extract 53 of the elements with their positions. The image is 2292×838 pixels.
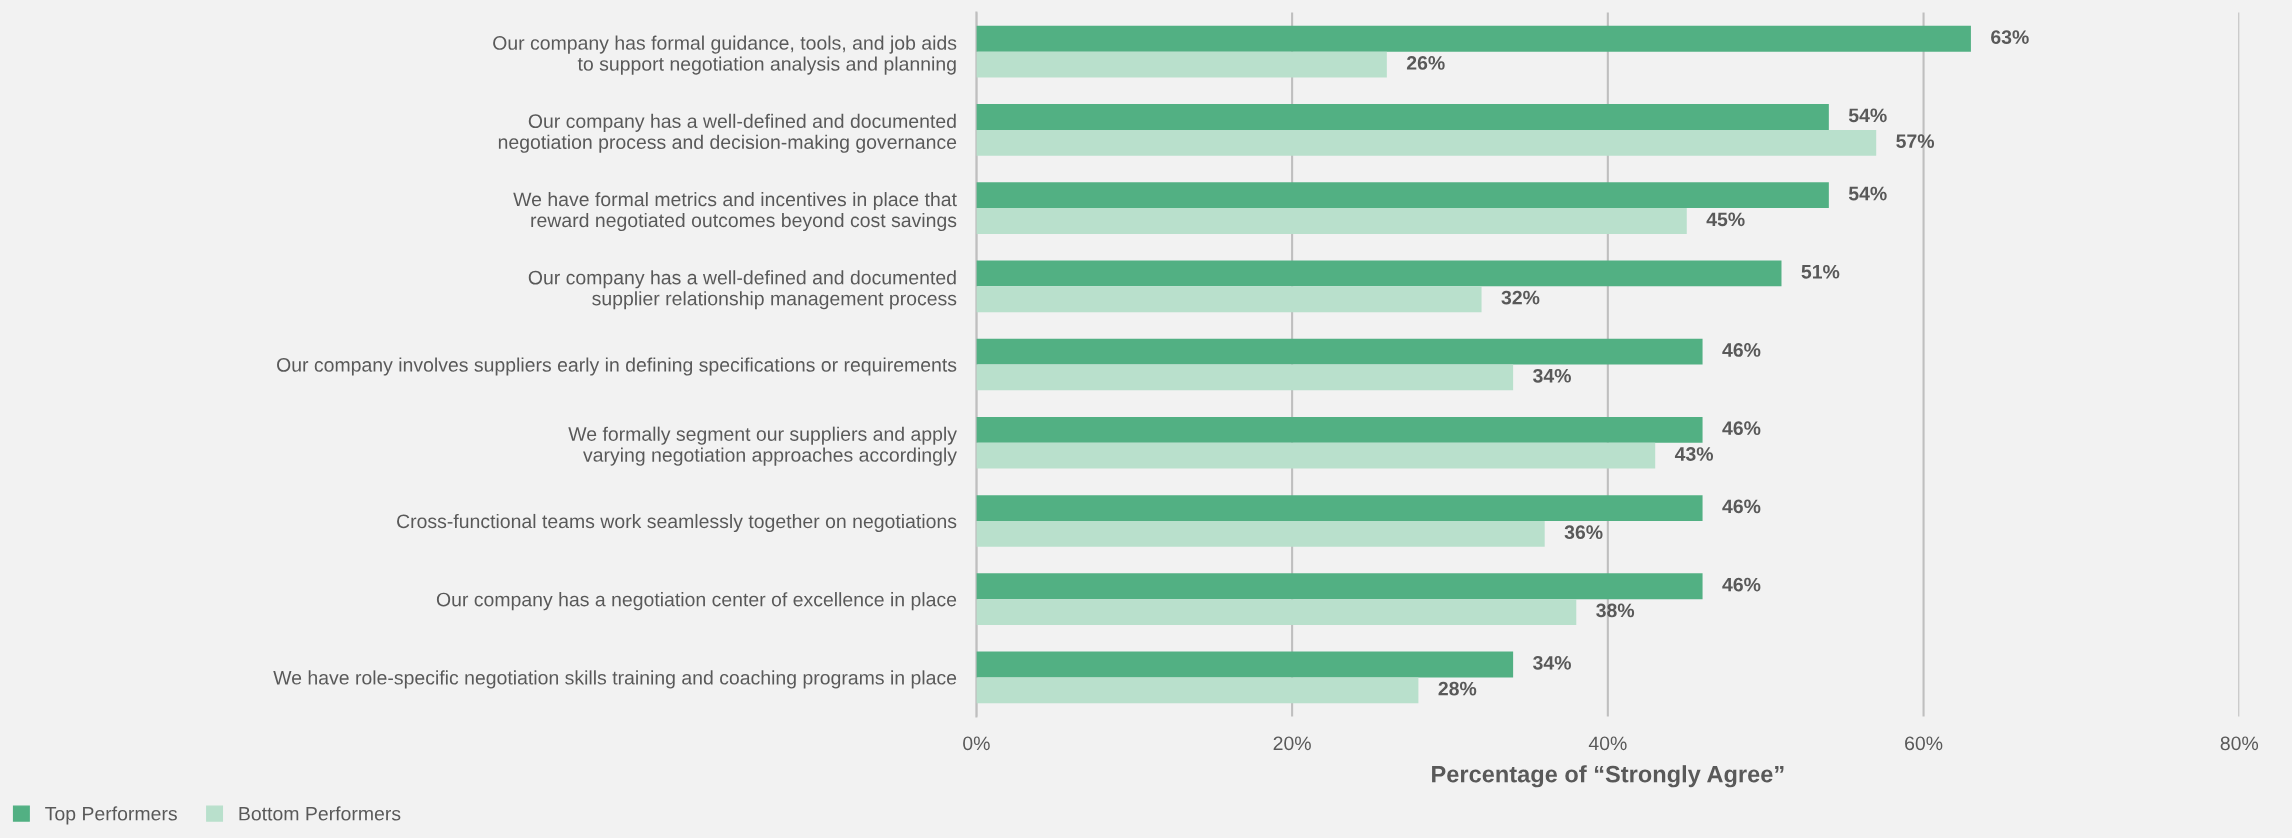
data-label: 57% [1896, 134, 1935, 149]
x-tick-label: 60% [1905, 736, 1943, 751]
bar [976, 573, 1703, 600]
bar [976, 442, 1656, 469]
bar [976, 129, 1877, 156]
y-tick-label: We formally segment our suppliers and apply varying negotiation approaches accordingly [568, 426, 957, 466]
data-label: 43% [1674, 447, 1714, 461]
data-label: 63% [1991, 30, 2029, 45]
legend-label: Bottom Performers [239, 806, 401, 821]
data-label: 54% [1848, 186, 1887, 201]
y-tick-label: Our company has a well-defined and documented negotiation process and decision-making governance [498, 113, 957, 153]
data-label: 46% [1722, 421, 1761, 436]
data-label: 38% [1596, 603, 1635, 618]
data-label: 34% [1533, 655, 1571, 670]
bar [976, 51, 1387, 78]
data-label: 36% [1564, 525, 1603, 540]
x-tick-label: 20% [1273, 736, 1311, 751]
x-tick-label: 80% [2220, 736, 2259, 751]
bar [976, 651, 1514, 678]
bar [976, 495, 1703, 521]
x-tick-label: 40% [1588, 736, 1627, 751]
bar [976, 364, 1514, 391]
data-label: 34% [1533, 368, 1571, 383]
y-tick-label: We have role-specific negotiation skills training and coaching programs in place [273, 670, 957, 689]
y-tick-label: We have formal metrics and incentives in place that reward negotiated outcomes beyond cost savings [513, 191, 957, 232]
bar [976, 104, 1829, 130]
data-label: 46% [1722, 499, 1761, 514]
bar [976, 416, 1703, 443]
y-tick-label: Our company involves suppliers early in defining specifications or requirements [277, 357, 957, 376]
bar [976, 677, 1419, 704]
data-label: 46% [1722, 577, 1761, 592]
bar [976, 286, 1482, 313]
x-axis-title: Percentage of “Strongly Agree” [1432, 765, 1784, 788]
bar [976, 25, 1971, 52]
data-label: 26% [1406, 56, 1445, 70]
y-tick-label: Our company has formal guidance, tools, and job aids to support negotiation analysis and planning [493, 35, 957, 75]
y-tick-label: Our company has a negotiation center of excellence in place [436, 592, 957, 611]
data-label: 45% [1706, 212, 1745, 227]
bar [976, 520, 1545, 547]
x-tick-label: 0% [963, 736, 990, 751]
y-tick-label: Cross-functional teams work seamlessly together on negotiations [397, 513, 957, 533]
data-label: 51% [1801, 264, 1840, 279]
bar [976, 260, 1782, 287]
bar [976, 182, 1829, 209]
data-label: 46% [1722, 343, 1761, 357]
legend-label: Top Performers [45, 806, 177, 825]
y-tick-label: Our company has a well-defined and documented supplier relationship management process [528, 270, 957, 310]
data-label: 54% [1848, 108, 1887, 123]
bar [976, 599, 1577, 625]
data-label: 32% [1501, 290, 1540, 305]
bar [976, 338, 1703, 365]
data-label: 28% [1438, 681, 1477, 696]
bar [976, 208, 1687, 234]
